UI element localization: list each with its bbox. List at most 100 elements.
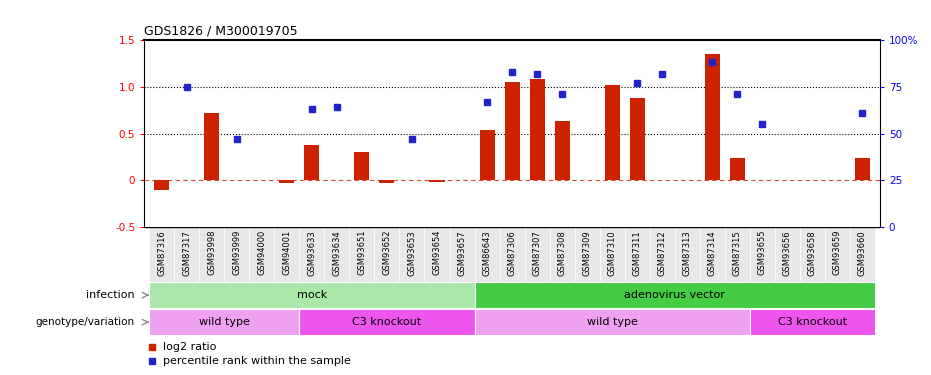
Bar (604, 85, 620, 180)
Text: adenovirus vector: adenovirus vector (624, 290, 725, 300)
Text: percentile rank within the sample: percentile rank within the sample (163, 356, 351, 366)
Text: GSM87306: GSM87306 (507, 230, 517, 276)
Bar (600, 227, 625, 282)
Bar (204, 113, 220, 180)
Bar (574, 227, 600, 282)
Bar (800, 227, 825, 282)
Bar (505, 82, 519, 180)
Text: GSM93660: GSM93660 (857, 230, 867, 276)
Bar (324, 227, 349, 282)
Bar (555, 122, 570, 180)
Bar (374, 227, 399, 282)
Bar (479, 130, 494, 180)
Text: GSM93633: GSM93633 (307, 230, 317, 276)
Bar (629, 98, 644, 180)
Bar (304, 145, 319, 180)
Bar (429, 180, 444, 182)
Bar (380, 180, 395, 183)
Text: GSM87310: GSM87310 (608, 230, 616, 276)
Bar (250, 227, 275, 282)
Bar (450, 227, 475, 282)
Bar (530, 79, 545, 180)
Text: GSM87314: GSM87314 (708, 230, 717, 276)
Bar (349, 227, 374, 282)
Bar (625, 227, 650, 282)
Bar (700, 227, 724, 282)
Text: GSM87309: GSM87309 (583, 230, 591, 276)
Bar (279, 180, 294, 183)
Bar (149, 227, 174, 282)
Bar (380, 180, 395, 183)
Text: mock: mock (297, 290, 327, 300)
Text: GSM87312: GSM87312 (657, 230, 667, 276)
Text: GSM93634: GSM93634 (332, 230, 342, 276)
Bar (174, 227, 199, 282)
Text: GSM94000: GSM94000 (257, 230, 266, 275)
Bar (549, 227, 574, 282)
Text: log2 ratio: log2 ratio (163, 342, 216, 352)
Text: GSM93658: GSM93658 (808, 230, 816, 276)
Text: GSM87316: GSM87316 (157, 230, 167, 276)
Text: GSM93657: GSM93657 (457, 230, 466, 276)
Bar (355, 152, 370, 180)
Text: GSM93653: GSM93653 (408, 230, 416, 276)
Bar (149, 282, 475, 308)
Bar (730, 158, 745, 180)
Bar (475, 309, 749, 335)
Text: genotype/variation: genotype/variation (36, 317, 135, 327)
Text: GSM87315: GSM87315 (733, 230, 742, 276)
Bar (300, 309, 475, 335)
Text: C3 knockout: C3 knockout (353, 317, 422, 327)
Bar (304, 145, 319, 180)
Bar (429, 180, 444, 182)
Text: GSM93655: GSM93655 (758, 230, 767, 276)
Bar (705, 54, 720, 180)
Text: GSM87307: GSM87307 (533, 230, 542, 276)
Bar (425, 227, 450, 282)
Text: GSM93999: GSM93999 (233, 230, 241, 275)
Bar (705, 54, 720, 180)
Bar (555, 122, 570, 180)
Bar (204, 113, 220, 180)
Bar (479, 130, 494, 180)
Text: infection: infection (87, 290, 135, 300)
Bar (650, 227, 675, 282)
Bar (279, 180, 294, 183)
Bar (224, 227, 250, 282)
Text: GSM86643: GSM86643 (482, 230, 492, 276)
Bar (524, 227, 549, 282)
Bar (530, 79, 545, 180)
Text: GSM94001: GSM94001 (282, 230, 291, 275)
Bar (850, 227, 875, 282)
Bar (749, 309, 875, 335)
Text: GSM93651: GSM93651 (358, 230, 367, 276)
Text: GDS1826 / M300019705: GDS1826 / M300019705 (144, 24, 298, 37)
Bar (155, 180, 169, 190)
Bar (604, 85, 620, 180)
Bar (855, 158, 870, 180)
Bar (749, 227, 775, 282)
Text: GSM87313: GSM87313 (682, 230, 692, 276)
Bar (355, 152, 370, 180)
Text: GSM87308: GSM87308 (558, 230, 567, 276)
Text: wild type: wild type (587, 317, 638, 327)
Bar (475, 227, 500, 282)
Bar (275, 227, 300, 282)
Bar (724, 227, 749, 282)
Bar (149, 309, 300, 335)
Text: wild type: wild type (199, 317, 250, 327)
Text: C3 knockout: C3 knockout (777, 317, 847, 327)
Bar (475, 282, 875, 308)
Bar (775, 227, 800, 282)
Bar (675, 227, 700, 282)
Bar (500, 227, 524, 282)
Text: GSM93654: GSM93654 (433, 230, 441, 276)
Bar (629, 98, 644, 180)
Bar (825, 227, 850, 282)
Bar (300, 227, 324, 282)
Text: GSM93659: GSM93659 (832, 230, 842, 276)
Bar (155, 180, 169, 190)
Bar (505, 82, 519, 180)
Text: GSM93998: GSM93998 (208, 230, 216, 276)
Bar (855, 158, 870, 180)
